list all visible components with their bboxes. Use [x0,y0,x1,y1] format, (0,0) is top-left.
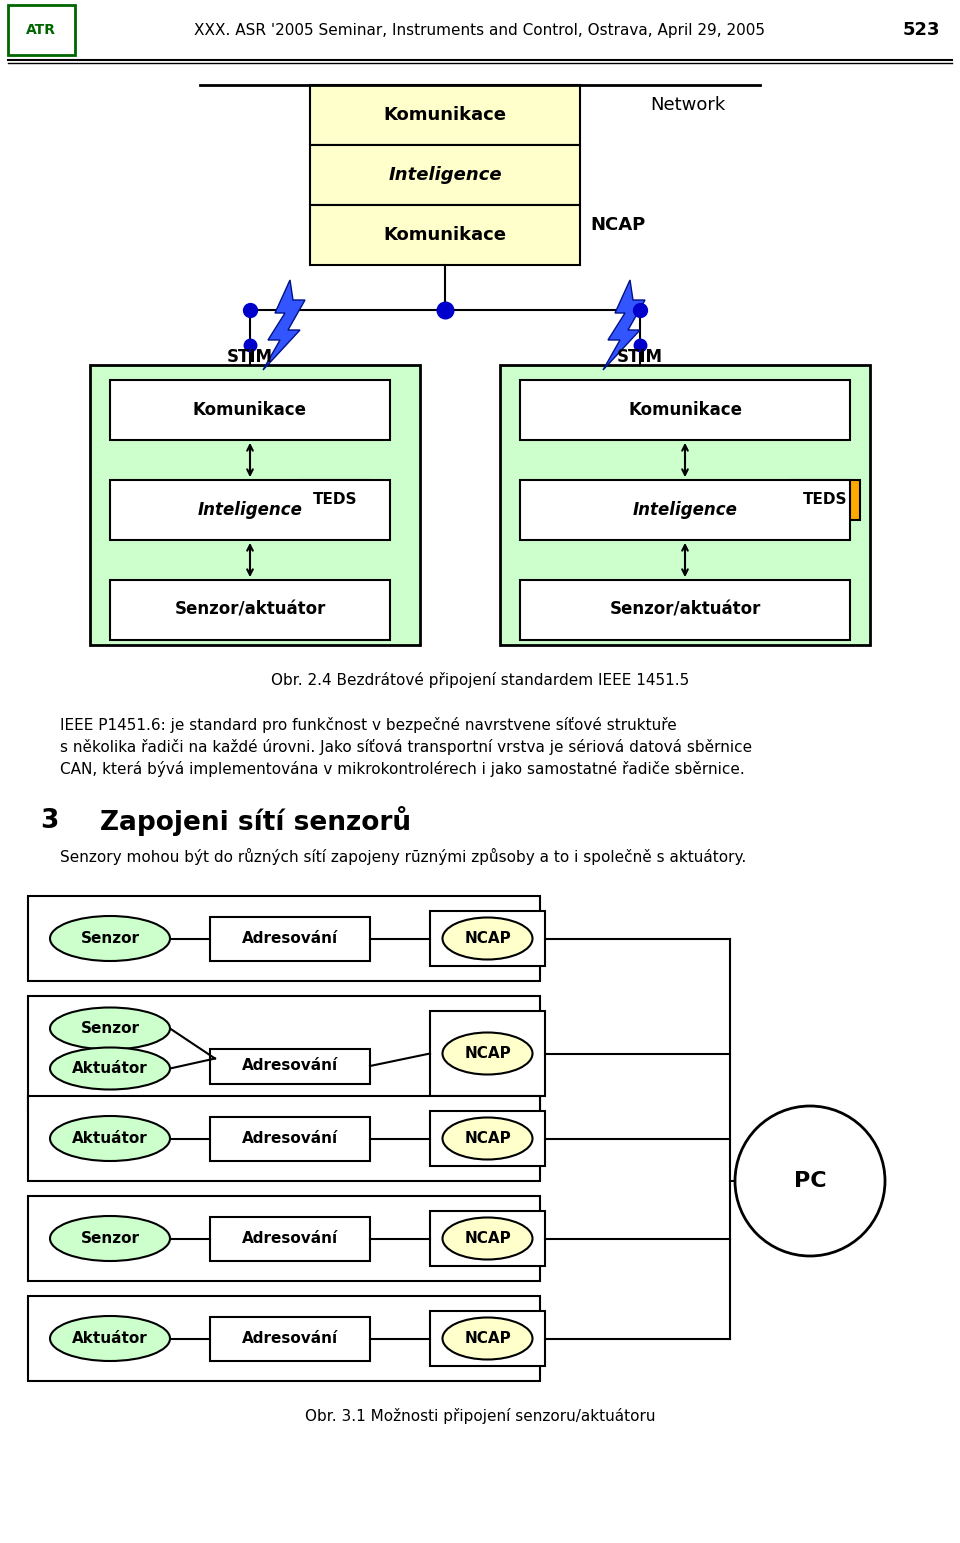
Text: Komunikace: Komunikace [383,106,507,123]
Bar [28,1196,540,1281]
Text: Adresování: Adresování [242,1332,338,1345]
Text: STIM: STIM [227,349,273,366]
Text: NCAP: NCAP [464,1231,511,1247]
Text: Senzor: Senzor [81,930,139,946]
Bar [500,366,870,645]
Text: NCAP: NCAP [464,1332,511,1345]
Bar [300,480,370,520]
Text: ATR: ATR [26,23,56,37]
Bar [210,1117,370,1160]
Text: Aktuátor: Aktuátor [72,1062,148,1075]
Text: Inteligence: Inteligence [388,167,502,184]
Text: PC: PC [794,1171,827,1191]
Polygon shape [603,279,645,370]
Bar [110,480,390,540]
Ellipse shape [50,1216,170,1261]
Ellipse shape [443,1217,533,1259]
Bar [310,85,580,145]
Text: Inteligence: Inteligence [198,501,302,518]
Text: NCAP: NCAP [464,1131,511,1146]
Ellipse shape [443,1318,533,1359]
Bar [28,896,540,981]
Bar [210,1049,370,1083]
Text: Network: Network [650,96,725,114]
Text: Komunikace: Komunikace [628,401,742,420]
Text: TEDS: TEDS [313,492,357,508]
Bar [110,380,390,440]
Bar [520,380,850,440]
Text: Adresování: Adresování [242,1231,338,1247]
Bar [90,366,420,645]
Ellipse shape [50,917,170,961]
Text: NCAP: NCAP [464,930,511,946]
Bar [28,1096,540,1180]
Bar [28,1296,540,1381]
Text: CAN, která bývá implementována v mikrokontrolérech i jako samostatné řadiče sběr: CAN, která bývá implementována v mikroko… [60,761,745,778]
Bar [430,1111,545,1167]
Text: Adresování: Adresování [242,1058,338,1074]
Ellipse shape [443,1032,533,1074]
Ellipse shape [50,1008,170,1049]
Ellipse shape [443,1117,533,1159]
Bar [210,1316,370,1361]
Text: STIM: STIM [617,349,663,366]
Ellipse shape [50,1316,170,1361]
Bar [430,1011,545,1096]
Bar [310,145,580,205]
Text: Senzor: Senzor [81,1021,139,1035]
Ellipse shape [443,918,533,960]
Bar [28,995,540,1111]
Bar [520,580,850,640]
Bar [430,1211,545,1265]
Text: NCAP: NCAP [590,216,645,235]
Text: s několika řadiči na každé úrovni. Jako síťová transportní vrstva je sériová dat: s několika řadiči na každé úrovni. Jako … [60,739,752,755]
Text: Aktuátor: Aktuátor [72,1332,148,1345]
Text: Aktuátor: Aktuátor [72,1131,148,1146]
Bar [520,480,850,540]
Text: IEEE P1451.6: je standard pro funkčnost v bezpečné navrstvene síťové struktuře: IEEE P1451.6: je standard pro funkčnost … [60,717,677,733]
Polygon shape [263,279,305,370]
Bar [210,917,370,960]
Text: 3: 3 [40,809,59,835]
Bar [790,480,860,520]
Circle shape [735,1106,885,1256]
Bar [430,910,545,966]
Text: Adresování: Adresování [242,930,338,946]
Ellipse shape [50,1048,170,1089]
Bar [110,580,390,640]
Text: Komunikace: Komunikace [193,401,307,420]
Text: Inteligence: Inteligence [633,501,737,518]
Text: Senzory mohou být do různých sítí zapojeny rūznými způsoby a to i společně s akt: Senzory mohou být do různých sítí zapoje… [60,847,746,864]
Ellipse shape [50,1116,170,1160]
Bar [8,5,75,56]
Text: TEDS: TEDS [803,492,848,508]
Text: Senzor: Senzor [81,1231,139,1247]
Text: Obr. 2.4 Bezdrátové připojení standardem IEEE 1451.5: Obr. 2.4 Bezdrátové připojení standardem… [271,673,689,688]
Bar [310,205,580,265]
Text: Senzor/aktuátor: Senzor/aktuátor [175,602,325,619]
Text: Senzor/aktuátor: Senzor/aktuátor [610,602,760,619]
Text: Obr. 3.1 Možnosti připojení senzoru/aktuátoru: Obr. 3.1 Možnosti připojení senzoru/aktu… [304,1409,656,1424]
Text: 523: 523 [902,22,940,39]
Text: Adresování: Adresování [242,1131,338,1146]
Text: Zapojeni sítí senzorů: Zapojeni sítí senzorů [100,805,411,836]
Bar [210,1216,370,1261]
Text: XXX. ASR '2005 Seminar, Instruments and Control, Ostrava, April 29, 2005: XXX. ASR '2005 Seminar, Instruments and … [195,23,765,37]
Text: Komunikace: Komunikace [383,225,507,244]
Bar [430,1312,545,1366]
Text: NCAP: NCAP [464,1046,511,1062]
